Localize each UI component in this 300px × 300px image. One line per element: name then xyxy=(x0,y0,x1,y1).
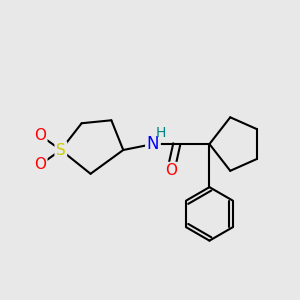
Text: O: O xyxy=(34,158,46,172)
Text: S: S xyxy=(56,142,66,158)
Text: O: O xyxy=(165,163,177,178)
Text: N: N xyxy=(147,135,159,153)
Text: H: H xyxy=(155,126,166,140)
Text: O: O xyxy=(34,128,46,142)
